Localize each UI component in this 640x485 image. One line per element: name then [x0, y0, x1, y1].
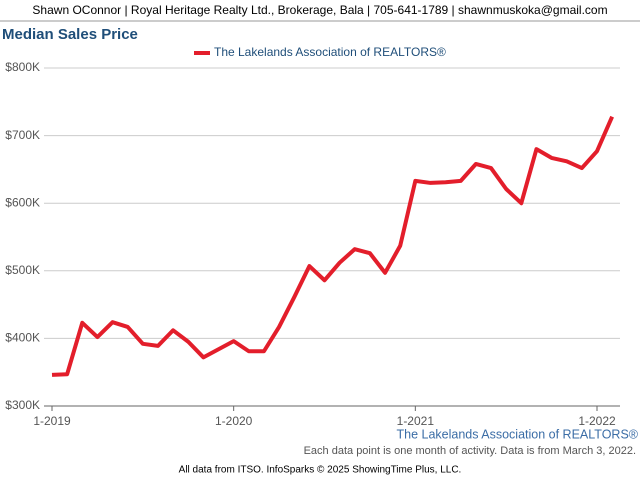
footer: All data from ITSO. InfoSparks © 2025 Sh… [179, 465, 462, 476]
chart-title: Median Sales Price [2, 26, 138, 43]
x-tick-label: 1-2020 [215, 414, 253, 428]
y-tick-label: $600K [5, 195, 40, 209]
y-tick-label: $400K [5, 331, 40, 345]
note: Each data point is one month of activity… [304, 445, 636, 457]
y-tick-label: $300K [5, 398, 40, 412]
header: Shawn OConnor | Royal Heritage Realty Lt… [32, 3, 607, 17]
x-tick-label: 1-2021 [397, 414, 435, 428]
y-tick-label: $500K [5, 263, 40, 277]
y-tick-label: $800K [5, 60, 40, 74]
source-label: The Lakelands Association of REALTORS® [396, 427, 638, 441]
x-tick-label: 1-2019 [33, 414, 71, 428]
x-tick-label: 1-2022 [578, 414, 616, 428]
y-tick-label: $700K [5, 128, 40, 142]
line-series [51, 115, 614, 377]
legend-label: The Lakelands Association of REALTORS® [214, 45, 446, 59]
